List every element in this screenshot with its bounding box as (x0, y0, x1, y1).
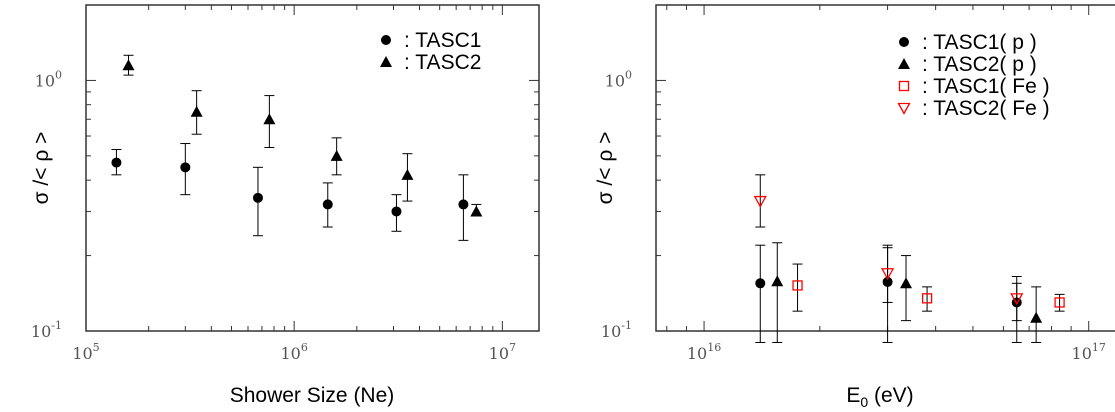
x-axis-title: Shower Size (Ne) (230, 384, 395, 407)
plot-frame (655, 4, 1115, 332)
series-2 (792, 263, 1065, 312)
data-point (880, 268, 895, 281)
series-0 (755, 244, 1022, 343)
axis-ticks: 1016 1017 100 10-1 (601, 4, 1106, 363)
legend-marker (898, 58, 910, 69)
data-point (122, 59, 135, 71)
x-tick-label: 107 (489, 341, 516, 363)
series-1 (122, 54, 483, 217)
legend-label: : TASC2( p ) (922, 53, 1037, 76)
data-point (921, 293, 933, 304)
legend-marker (380, 56, 392, 67)
data-point (1054, 297, 1065, 308)
x-tick-label: 1016 (687, 341, 721, 363)
data-point (252, 192, 263, 203)
data-point (771, 275, 784, 287)
y-tick-label: 10-1 (601, 319, 632, 341)
series-3 (753, 174, 1024, 322)
y-tick-label: 100 (35, 68, 62, 90)
data-point (792, 280, 803, 291)
y-axis-title: σ /< ρ > (594, 132, 617, 205)
legend-marker (381, 35, 391, 45)
legend: : TASC1( p ): TASC2( p ): TASC1( Fe ): T… (897, 31, 1050, 120)
series-0 (111, 143, 469, 241)
data-point (1010, 293, 1024, 306)
legend-label: : TASC2 (404, 51, 481, 74)
data-point (180, 162, 191, 173)
y-axis-title: σ /< ρ > (30, 132, 53, 205)
data-point (322, 199, 333, 210)
legend-label: : TASC1( Fe ) (922, 75, 1050, 98)
legend-marker (897, 102, 911, 115)
legend-label: : TASC2( Fe ) (922, 97, 1050, 120)
data-point (111, 157, 122, 168)
y-tick-label: 10-1 (31, 319, 62, 341)
data-point (330, 149, 343, 161)
legend-marker (899, 37, 909, 47)
x-axis-title: E0 (eV) (846, 384, 913, 410)
legend-marker (898, 80, 910, 92)
data-point (391, 206, 402, 217)
x-tick-label: 1017 (1072, 341, 1106, 363)
y-tick-label: 100 (605, 68, 632, 90)
data-point (263, 113, 276, 125)
legend-label: : TASC1( p ) (922, 31, 1037, 54)
legend: : TASC1: TASC2 (380, 29, 481, 74)
legend-label: : TASC1 (404, 29, 481, 52)
data-point (753, 195, 767, 208)
right-chart-panel: 1016 1017 100 10-1 : TASC1( p ): TASC2( p )… (594, 4, 1115, 410)
data-point (755, 278, 766, 289)
x-tick-label: 106 (280, 341, 307, 363)
left-chart-panel: 105 106 107 100 10-1 : TASC1: TASC2 Shower S… (30, 4, 540, 407)
x-tick-label: 105 (72, 341, 99, 363)
data-point (900, 277, 913, 289)
data-point (1030, 311, 1043, 323)
data-point (190, 105, 203, 117)
plot-frame (85, 4, 540, 332)
data-point (401, 168, 414, 180)
data-point (458, 199, 469, 210)
axis-ticks: 105 106 107 100 10-1 (31, 4, 539, 363)
series-1 (771, 242, 1043, 343)
data-point (470, 205, 483, 217)
data-marks (753, 174, 1065, 343)
data-marks (111, 54, 483, 241)
